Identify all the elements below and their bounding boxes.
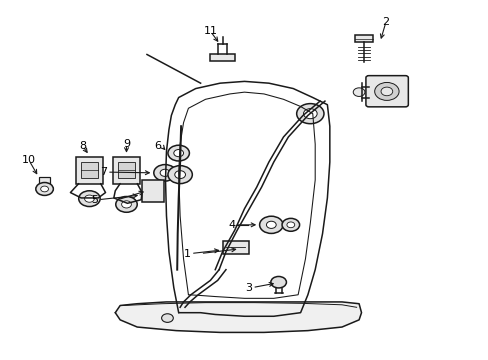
Circle shape <box>154 165 176 181</box>
Text: 8: 8 <box>79 141 86 151</box>
Text: 11: 11 <box>203 26 217 36</box>
Circle shape <box>352 88 364 96</box>
Circle shape <box>266 221 276 228</box>
Polygon shape <box>115 302 361 332</box>
Circle shape <box>116 197 137 212</box>
Bar <box>142 180 163 202</box>
Circle shape <box>174 171 185 179</box>
Circle shape <box>167 166 192 184</box>
Circle shape <box>259 216 283 233</box>
Bar <box>76 157 103 184</box>
Circle shape <box>79 191 100 207</box>
Text: 2: 2 <box>382 17 388 27</box>
Circle shape <box>303 109 317 119</box>
Circle shape <box>173 149 183 157</box>
Circle shape <box>286 222 294 228</box>
Text: 5: 5 <box>91 195 98 205</box>
Text: 1: 1 <box>183 248 190 258</box>
Bar <box>113 157 140 184</box>
Circle shape <box>36 183 53 195</box>
Bar <box>222 241 249 253</box>
Circle shape <box>84 195 94 202</box>
Text: 10: 10 <box>22 155 36 165</box>
Bar <box>39 177 50 184</box>
Circle shape <box>296 104 324 124</box>
Circle shape <box>270 276 286 288</box>
Circle shape <box>160 169 169 176</box>
Circle shape <box>41 186 48 192</box>
Circle shape <box>374 82 398 100</box>
Circle shape <box>380 87 392 96</box>
Text: 9: 9 <box>122 139 130 149</box>
Bar <box>354 36 372 42</box>
Text: 4: 4 <box>228 220 235 230</box>
Bar <box>118 162 135 178</box>
Circle shape <box>161 314 173 322</box>
Text: 3: 3 <box>245 283 252 293</box>
FancyBboxPatch shape <box>365 76 407 107</box>
Circle shape <box>167 145 189 161</box>
Circle shape <box>282 219 299 231</box>
Bar <box>210 54 234 61</box>
Circle shape <box>122 201 131 208</box>
Bar <box>81 162 98 178</box>
Text: 6: 6 <box>154 141 161 151</box>
Text: 7: 7 <box>100 167 107 177</box>
